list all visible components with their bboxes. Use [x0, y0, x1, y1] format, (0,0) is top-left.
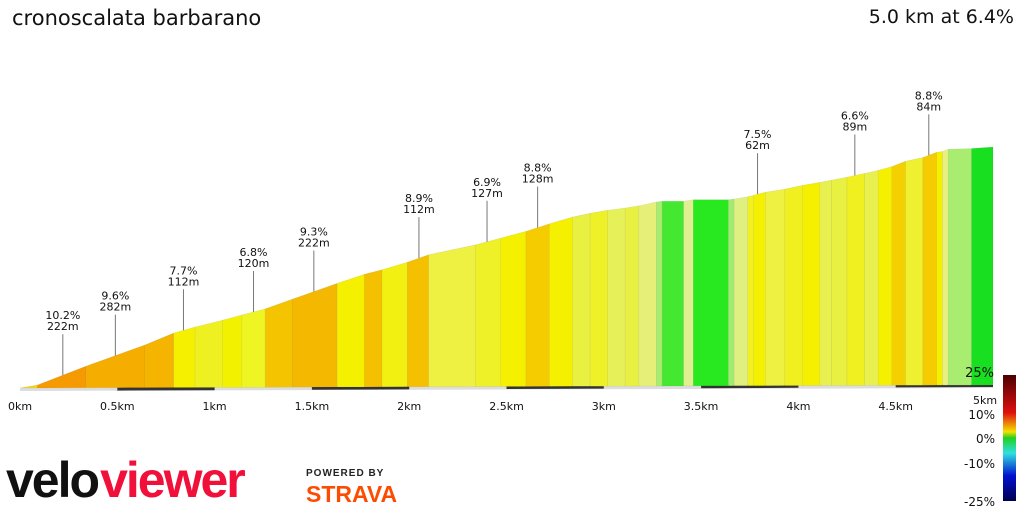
veloviewer-logo: veloviewer — [6, 452, 246, 508]
profile-segment — [846, 172, 865, 386]
annotation-grade: 7.5% — [744, 128, 772, 141]
km-band — [506, 385, 604, 389]
logo-velo: velo — [6, 452, 100, 508]
x-tick-label: 0km — [8, 400, 32, 413]
profile-segment — [877, 166, 893, 386]
km-band — [311, 386, 410, 390]
annotation-length: 112m — [403, 203, 435, 216]
profile-segment — [572, 212, 591, 387]
profile-segment — [747, 194, 754, 387]
profile-segment — [656, 200, 663, 387]
annotation-length: 127m — [471, 187, 503, 200]
profile-segment — [801, 182, 821, 386]
logo-viewer: viewer — [100, 452, 246, 508]
legend-label-neg25: -25% — [963, 495, 995, 509]
legend-label-neg10: -10% — [963, 457, 995, 471]
profile-segment — [475, 237, 501, 387]
annotation-length: 112m — [168, 275, 200, 288]
profile-segment — [831, 176, 848, 386]
profile-segment — [693, 199, 729, 387]
annotation-grade: 6.6% — [841, 109, 869, 122]
x-tick-label: 0.5km — [100, 400, 135, 413]
profile-segment — [19, 384, 38, 389]
segment-summary: 5.0 km at 6.4% — [868, 6, 1014, 28]
legend-label-25: 25% — [965, 366, 994, 381]
profile-segment — [500, 230, 527, 387]
annotation-length: 120m — [238, 257, 270, 270]
strava-logo: STRAVA — [306, 481, 398, 507]
profile-segment — [936, 151, 943, 386]
profile-segment — [589, 209, 608, 387]
annotation-length: 62m — [745, 139, 770, 152]
profile-segment — [173, 326, 196, 388]
legend-label-0: 0% — [975, 432, 995, 446]
profile-segment — [292, 282, 338, 388]
annotation-grade: 10.2% — [45, 309, 80, 322]
profile-segment — [765, 188, 786, 387]
annotation-length: 222m — [298, 237, 330, 250]
profile-segment — [364, 269, 383, 388]
profile-segment — [144, 332, 175, 388]
annotation-length: 282m — [99, 301, 131, 314]
gradient-colorbar — [1003, 375, 1016, 501]
profile-segment — [264, 298, 293, 388]
x-tick-label: 3km — [592, 400, 616, 413]
profile-segment — [942, 148, 949, 386]
annotation-length: 89m — [842, 120, 867, 133]
annotation-length: 222m — [47, 320, 79, 333]
profile-segment — [784, 185, 803, 386]
profile-segment — [406, 254, 429, 388]
x-tick-label: 3.5km — [684, 400, 719, 413]
profile-segment — [194, 319, 223, 388]
powered-by-label: POWERED BY — [306, 468, 385, 479]
profile-segment — [905, 157, 924, 386]
x-tick-label: 1km — [203, 400, 227, 413]
profile-segment — [971, 146, 994, 386]
annotation-grade: 8.8% — [524, 162, 552, 175]
profile-segment — [638, 201, 657, 387]
profile-segment — [241, 308, 266, 388]
profile-segment — [947, 148, 972, 386]
profile-segment — [381, 261, 408, 388]
profile-segment — [733, 196, 749, 387]
profile-segment — [819, 179, 832, 386]
profile-segment — [336, 273, 365, 388]
annotation-grade: 9.6% — [101, 290, 129, 303]
profile-segment — [864, 169, 879, 386]
x-tick-label: 4km — [786, 400, 810, 413]
profile-segment — [683, 199, 694, 387]
km-band — [117, 387, 215, 391]
annotation-grade: 6.9% — [473, 176, 501, 189]
x-tick-label: 5km — [973, 394, 997, 407]
profile-segment — [37, 365, 87, 389]
profile-segment — [607, 207, 626, 387]
x-tick-label: 4.5km — [878, 400, 913, 413]
profile-segment — [891, 160, 906, 386]
annotation-grade: 8.8% — [915, 89, 943, 102]
profile-segment — [624, 205, 640, 387]
profile-segment — [922, 151, 937, 386]
profile-segment — [428, 244, 476, 388]
profile-segment — [222, 314, 243, 388]
annotation-grade: 9.3% — [300, 226, 328, 239]
profile-segment — [753, 191, 766, 387]
annotation-grade: 8.9% — [405, 192, 433, 205]
profile-segment — [549, 216, 573, 387]
x-tick-label: 1.5km — [295, 400, 330, 413]
annotation-grade: 7.7% — [169, 264, 197, 277]
x-tick-label: 2.5km — [489, 400, 524, 413]
profile-segment — [661, 200, 684, 387]
annotation-length: 84m — [916, 100, 941, 113]
segment-title: cronoscalata barbarano — [12, 6, 262, 30]
annotation-grade: 6.8% — [240, 246, 268, 259]
profile-segment — [728, 198, 735, 387]
x-tick-label: 2km — [397, 400, 421, 413]
annotation-length: 128m — [522, 173, 554, 186]
legend-label-10: 10% — [968, 408, 995, 422]
profile-segment — [525, 223, 550, 387]
